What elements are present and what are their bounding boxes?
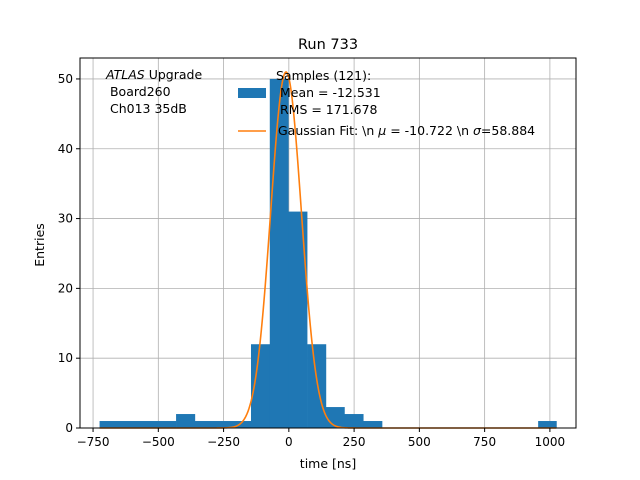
atlas-annotation: ATLAS Upgrade Board260 Ch013 35dB <box>105 67 202 116</box>
annotation-line-1: ATLAS Upgrade <box>105 67 202 82</box>
y-axis-ticks: 0 10 20 30 40 50 <box>58 72 80 435</box>
histogram-bar-8 <box>344 414 364 428</box>
histogram-bar-9 <box>363 421 383 428</box>
y-tick-label: 10 <box>58 351 73 365</box>
x-tick-label: −500 <box>142 435 175 449</box>
y-tick-label: 50 <box>58 72 73 86</box>
histogram-bars <box>99 78 557 429</box>
histogram-bar-0 <box>99 421 177 428</box>
annotation-line-3: Ch013 35dB <box>106 101 187 116</box>
x-tick-label: −250 <box>207 435 240 449</box>
legend-histogram-line-3: RMS = 171.678 <box>276 102 378 117</box>
y-tick-label: 20 <box>58 281 73 295</box>
chart-title: Run 733 <box>298 37 358 53</box>
legend: Samples (121): Mean = -12.531 RMS = 171.… <box>238 68 535 138</box>
x-tick-label: 500 <box>408 435 431 449</box>
annotation-upgrade: Upgrade <box>145 67 203 82</box>
histogram-bar-2 <box>194 421 252 428</box>
y-axis-label: Entries <box>32 223 47 267</box>
fit-label-mu-value: = -10.722 \n <box>386 123 473 138</box>
histogram-bar-6 <box>307 344 327 428</box>
x-axis-ticks: −750 −500 −250 0 250 500 750 1000 <box>77 428 566 449</box>
histogram-bar-10 <box>538 421 557 428</box>
fit-label-sigma-value: =58.884 <box>481 123 535 138</box>
histogram-bar-1 <box>176 414 196 428</box>
legend-histogram-line-1: Samples (121): <box>276 68 371 83</box>
histogram-bar-3 <box>250 344 271 428</box>
legend-histogram-line-2: Mean = -12.531 <box>276 85 381 100</box>
y-tick-label: 0 <box>65 421 73 435</box>
histogram-bar-7 <box>325 407 345 428</box>
x-tick-label: −750 <box>77 435 110 449</box>
grid-lines <box>80 58 576 429</box>
legend-histogram-swatch <box>238 88 266 98</box>
fit-label-mu: μ <box>377 123 386 138</box>
histogram-bar-5 <box>288 211 308 428</box>
x-tick-label: 1000 <box>535 435 566 449</box>
y-tick-label: 30 <box>58 212 73 226</box>
legend-fit-label: Gaussian Fit: \n μ = -10.722 \n σ=58.884 <box>278 123 535 138</box>
x-tick-label: 250 <box>343 435 366 449</box>
annotation-atlas-italic: ATLAS <box>105 67 145 82</box>
annotation-line-2: Board260 <box>106 84 171 99</box>
fit-label-sigma: σ <box>473 123 482 138</box>
x-tick-label: 0 <box>285 435 293 449</box>
axes-frame <box>79 57 577 429</box>
y-tick-label: 40 <box>58 142 73 156</box>
x-axis-label: time [ns] <box>300 456 356 471</box>
x-tick-label: 750 <box>473 435 496 449</box>
fit-label-prefix: Gaussian Fit: \n <box>278 123 378 138</box>
